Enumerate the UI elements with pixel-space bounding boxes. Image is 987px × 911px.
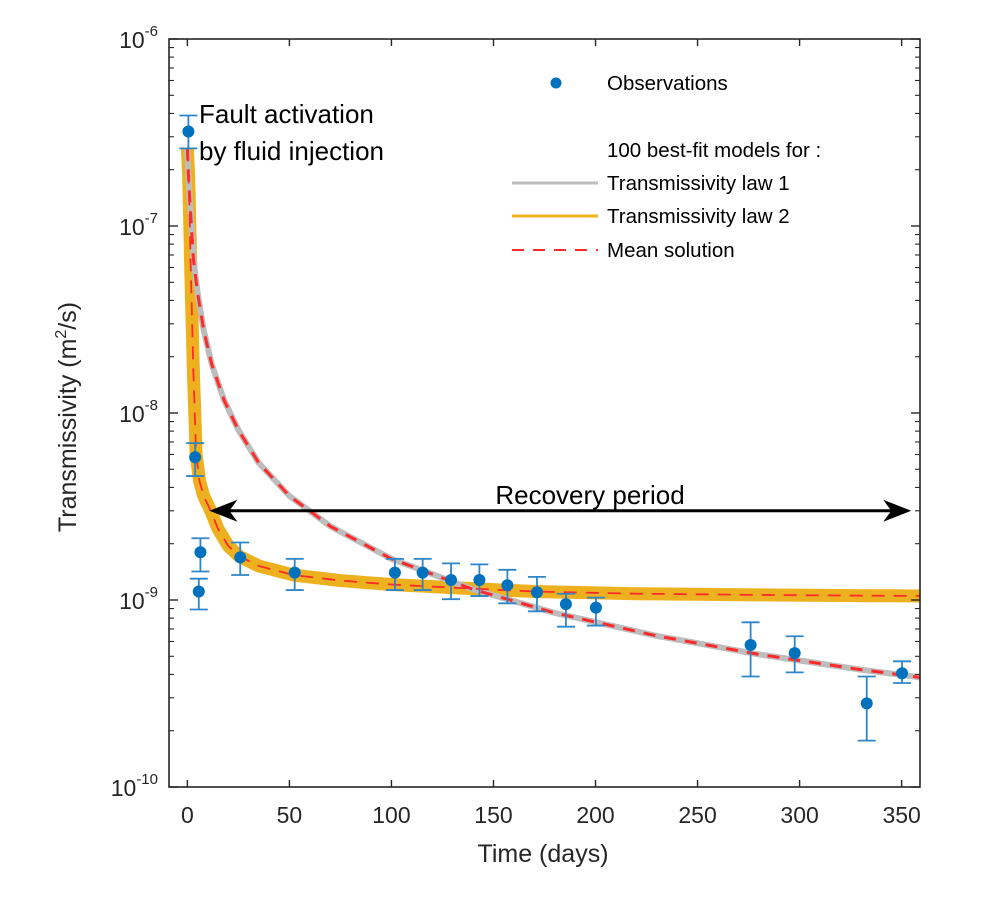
x-tick-label: 250 [678, 802, 716, 828]
observation-marker [189, 451, 202, 464]
x-tick-label: 150 [474, 802, 512, 828]
observation-point [285, 557, 304, 591]
observation-marker [788, 647, 801, 660]
y-tick-base: 10 [119, 214, 145, 240]
y-tick-exponent: -7 [145, 210, 158, 227]
mean-solution-law2-line [186, 148, 920, 597]
observation-point [470, 563, 489, 597]
legend-mean-label: Mean solution [607, 239, 735, 262]
y-axis-label-main: Transmissivity (m [54, 339, 82, 533]
legend-header-label: 100 best-fit models for : [607, 139, 821, 162]
observation-point [179, 114, 198, 150]
observation-marker [559, 598, 572, 611]
observations [179, 114, 912, 742]
observation-point [785, 635, 804, 674]
legend-observations-label: Observations [607, 72, 728, 95]
mean-solution-lines [185, 148, 920, 679]
observation-point [385, 557, 404, 591]
y-axis-label-sup: 2 [53, 330, 70, 339]
observation-marker [288, 566, 301, 579]
observation-marker [194, 546, 207, 559]
observation-marker [182, 125, 195, 138]
x-tick-label: 0 [181, 802, 194, 828]
observation-marker [473, 573, 486, 586]
observation-marker [896, 667, 909, 680]
observation-marker [445, 573, 458, 586]
fault-activation-line1: Fault activation [199, 99, 374, 129]
recovery-period-annotation: Recovery period [209, 480, 912, 522]
ticks [169, 38, 920, 788]
arrow-right-head-icon [883, 499, 912, 522]
observation-point [191, 537, 210, 573]
observation-marker [388, 566, 401, 579]
x-tick-label: 50 [277, 802, 303, 828]
y-axis-label-tail: /s) [54, 302, 82, 330]
observation-marker [530, 586, 543, 599]
x-tick-label: 300 [780, 802, 818, 828]
x-axis-label: Time (days) [477, 840, 608, 868]
observation-point [586, 596, 605, 627]
y-tick-label: 10-10 [111, 771, 158, 801]
observation-point [189, 577, 208, 611]
x-tick-label: 100 [372, 802, 410, 828]
fault-activation-annotation: Fault activation by fluid injection [199, 99, 384, 166]
x-tick-label: 350 [882, 802, 920, 828]
observation-marker [501, 579, 514, 592]
observation-marker [234, 551, 247, 564]
fault-activation-line2: by fluid injection [199, 136, 384, 166]
y-tick-label: 10-6 [119, 23, 158, 53]
mean-solution-law1-line [185, 148, 920, 679]
observation-marker [744, 638, 757, 651]
y-tick-exponent: -9 [145, 584, 158, 601]
observation-point [527, 575, 546, 613]
observation-point [857, 675, 876, 742]
y-tick-base: 10 [111, 775, 137, 801]
legend: Observations 100 best-fit models for : T… [512, 72, 821, 262]
legend-law1-label: Transmissivity law 1 [607, 172, 790, 195]
observation-marker [589, 601, 602, 614]
y-tick-base: 10 [119, 588, 145, 614]
recovery-period-label: Recovery period [495, 480, 684, 510]
y-tick-label: 10-9 [119, 584, 158, 614]
legend-law2-label: Transmissivity law 2 [607, 205, 790, 228]
y-tick-exponent: -8 [145, 397, 158, 414]
arrow-left-head-icon [209, 499, 238, 522]
observation-marker [416, 566, 429, 579]
observation-point [893, 660, 912, 684]
y-tick-base: 10 [119, 27, 145, 53]
observation-point [556, 592, 575, 628]
observation-point [231, 541, 250, 576]
y-tick-base: 10 [119, 401, 145, 427]
observation-point [498, 568, 517, 605]
observation-point [741, 621, 760, 678]
y-tick-exponent: -6 [145, 23, 158, 40]
x-tick-labels: 0 50 100 150 200 250 300 350 [181, 802, 921, 828]
observation-point [442, 562, 461, 601]
y-tick-label: 10-8 [119, 397, 158, 427]
y-axis-label: Transmissivity (m2/s) [53, 302, 82, 532]
observation-marker [192, 585, 205, 598]
x-tick-label: 200 [576, 802, 614, 828]
y-tick-label: 10-7 [119, 210, 158, 240]
observation-point [186, 442, 205, 477]
legend-observations-marker [550, 77, 562, 89]
observation-marker [860, 697, 873, 710]
observation-point [413, 557, 432, 591]
y-tick-labels: 10-610-710-810-910-10 [111, 23, 158, 801]
y-tick-exponent: -10 [136, 771, 158, 788]
